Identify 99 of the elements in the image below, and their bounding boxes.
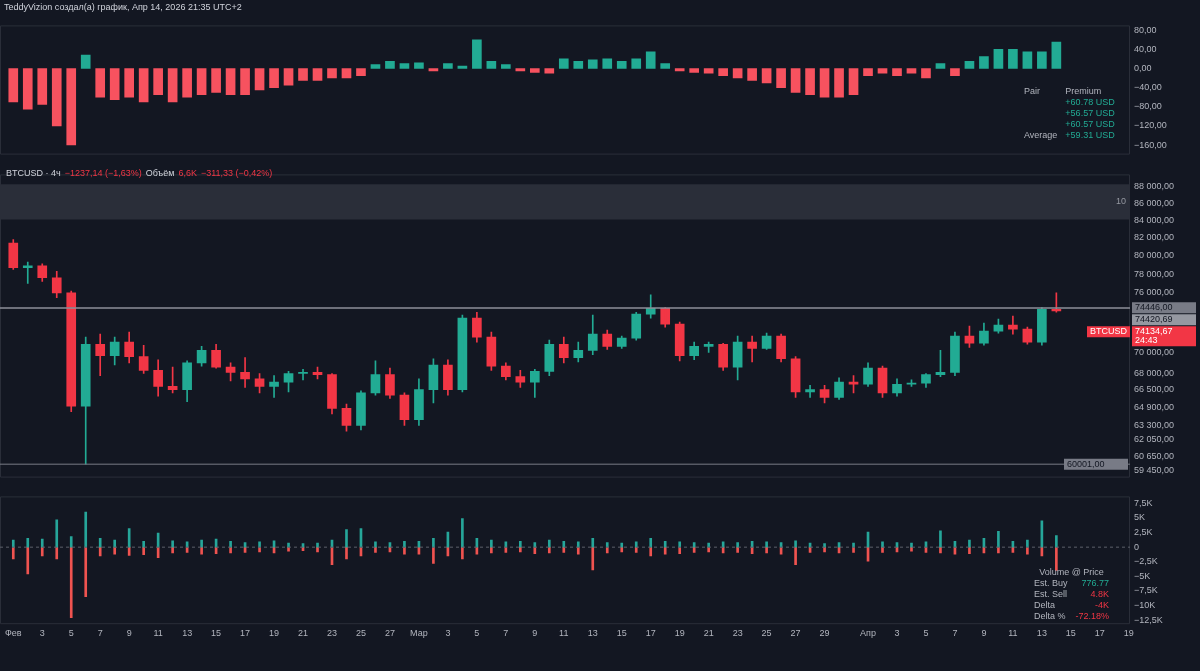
annotation: Average xyxy=(1023,130,1059,141)
x-tick-label: 3 xyxy=(39,628,45,639)
y-tick-label: 40,00 xyxy=(1134,43,1157,54)
annotation: Delta % xyxy=(1033,611,1067,622)
y-tick-label: −160,00 xyxy=(1134,139,1167,150)
y-tick-label: 62 050,00 xyxy=(1134,434,1175,445)
x-tick-label: 11 xyxy=(1008,628,1018,639)
ref-line-label: 60001,00 xyxy=(1067,458,1105,469)
x-tick-label: 25 xyxy=(761,628,772,639)
x-tick-label: Фев xyxy=(4,628,22,639)
annotation: Premium xyxy=(1064,86,1103,97)
ref-line-label: 74420,69 xyxy=(1135,314,1173,325)
x-tick-label: 3 xyxy=(445,628,451,639)
y-tick-label: 66 500,00 xyxy=(1134,384,1175,395)
y-tick-label: 64 900,00 xyxy=(1134,401,1175,412)
x-tick-label: 23 xyxy=(732,628,743,639)
y-tick-label: −10K xyxy=(1134,600,1156,611)
x-tick-label: 27 xyxy=(384,628,395,639)
y-tick-label: 60 650,00 xyxy=(1134,450,1175,461)
annotation: +60.57 USD xyxy=(1064,119,1116,130)
x-tick-label: 29 xyxy=(819,628,830,639)
x-tick-label: 19 xyxy=(674,628,685,639)
text: 74134,67 xyxy=(1135,326,1173,337)
x-tick-label: 15 xyxy=(1065,628,1076,639)
y-tick-label: 70 000,00 xyxy=(1134,346,1175,357)
x-tick-label: 17 xyxy=(645,628,656,639)
band-label: 10 xyxy=(1115,196,1126,207)
y-tick-label: −40,00 xyxy=(1134,82,1162,93)
annotation: Volume @ Price xyxy=(1038,567,1105,578)
x-tick-label: 19 xyxy=(269,628,280,639)
x-tick-label: 3 xyxy=(894,628,900,639)
x-tick-label: 9 xyxy=(532,628,538,639)
x-tick-label: 15 xyxy=(616,628,627,639)
y-tick-label: −5K xyxy=(1134,570,1151,581)
annotation: −311,33 (−0,42%) xyxy=(200,168,273,178)
x-tick-label: 13 xyxy=(587,628,598,639)
x-tick-label: 13 xyxy=(182,628,193,639)
y-tick-label: 78 000,00 xyxy=(1134,268,1175,279)
chart-title: TeddyVizion создал(а) график, Апр 14, 2026 21:35 UTC+2 xyxy=(4,2,242,12)
y-tick-label: 80 000,00 xyxy=(1134,250,1175,261)
ref-line-label: 74446,00 xyxy=(1135,302,1173,313)
x-tick-label: 17 xyxy=(240,628,251,639)
annotation: 6,6K xyxy=(178,168,197,178)
annotation: Delta xyxy=(1033,600,1056,611)
x-tick-label: 11 xyxy=(153,628,163,639)
y-tick-label: 80,00 xyxy=(1134,24,1157,35)
y-tick-label: 68 000,00 xyxy=(1134,367,1175,378)
y-tick-label: 84 000,00 xyxy=(1134,214,1175,225)
annotation: +59.31 USD xyxy=(1064,130,1116,141)
y-tick-label: −2,5K xyxy=(1134,556,1158,567)
y-tick-label: 59 450,00 xyxy=(1134,465,1175,476)
x-tick-label: 13 xyxy=(1036,628,1047,639)
annotation: 776.77 xyxy=(1080,578,1111,589)
annotation: Объём xyxy=(145,168,175,178)
x-tick-label: 7 xyxy=(952,628,958,639)
annotation: Est. Sell xyxy=(1033,589,1068,600)
x-tick-label: 9 xyxy=(126,628,132,639)
x-tick-label: 7 xyxy=(97,628,103,639)
y-tick-label: 82 000,00 xyxy=(1134,232,1175,243)
annotation: 4.8K xyxy=(1089,589,1111,600)
y-tick-label: 88 000,00 xyxy=(1134,181,1175,192)
x-tick-label: 21 xyxy=(298,628,309,639)
y-tick-label: 0 xyxy=(1134,541,1140,552)
x-tick-label: Мар xyxy=(410,628,428,639)
x-tick-label: Апр xyxy=(860,628,876,639)
y-tick-label: −7,5K xyxy=(1134,585,1158,596)
x-tick-label: 5 xyxy=(68,628,74,639)
y-tick-label: 5K xyxy=(1134,512,1146,523)
y-tick-label: −12,5K xyxy=(1134,614,1163,625)
chart-title: BTCUSD · 4ч xyxy=(6,168,61,178)
annotation: -4K xyxy=(1094,600,1111,611)
annotation: −1237,14 (−1,63%) xyxy=(64,168,142,178)
x-tick-label: 15 xyxy=(211,628,222,639)
annotation: +60.78 USD xyxy=(1064,97,1116,108)
x-tick-label: 7 xyxy=(503,628,509,639)
y-tick-label: 76 000,00 xyxy=(1134,287,1175,298)
annotation: +56.57 USD xyxy=(1064,108,1116,119)
x-tick-label: 25 xyxy=(355,628,366,639)
y-tick-label: 63 300,00 xyxy=(1134,419,1175,430)
annotation: Est. Buy xyxy=(1033,578,1069,589)
y-tick-label: −120,00 xyxy=(1134,120,1167,131)
annotation: Pair xyxy=(1023,86,1041,97)
y-tick-label: −80,00 xyxy=(1134,101,1162,112)
x-tick-label: 11 xyxy=(559,628,569,639)
annotation: -72.18% xyxy=(1074,611,1111,622)
y-tick-label: 7,5K xyxy=(1134,497,1153,508)
x-tick-label: 9 xyxy=(981,628,987,639)
x-tick-label: 5 xyxy=(923,628,929,639)
x-tick-label: 23 xyxy=(326,628,338,639)
text: 24:43 xyxy=(1135,335,1158,346)
x-tick-label: 27 xyxy=(790,628,801,639)
x-tick-label: 19 xyxy=(1123,628,1134,639)
y-tick-label: 86 000,00 xyxy=(1134,197,1175,208)
y-tick-label: 0,00 xyxy=(1134,62,1152,73)
x-tick-label: 21 xyxy=(703,628,714,639)
annotation: BTCUSD xyxy=(1090,326,1128,337)
x-tick-label: 5 xyxy=(474,628,480,639)
x-tick-label: 17 xyxy=(1094,628,1105,639)
y-tick-label: 2,5K xyxy=(1134,527,1153,538)
